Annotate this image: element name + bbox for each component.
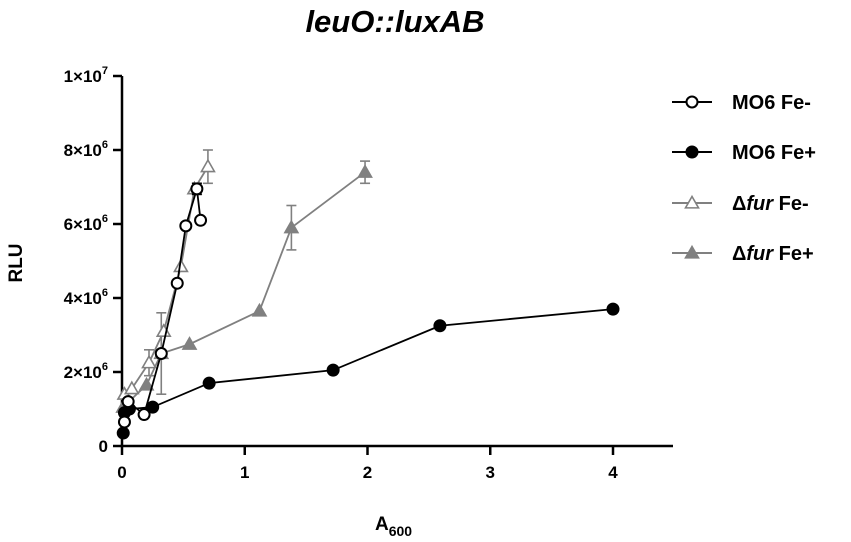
y-tick-exponent: 6 <box>102 213 108 225</box>
legend-item: Δfur Fe- <box>672 193 809 215</box>
legend-label-part: MO6 Fe- <box>732 92 811 114</box>
legend-label-part: Δ <box>732 193 746 215</box>
legend-label-part: Fe+ <box>773 243 814 265</box>
x-axis-label-base: A <box>375 514 389 535</box>
data-point <box>433 319 447 333</box>
data-point <box>138 376 155 391</box>
data-point <box>326 363 340 377</box>
series-0 <box>117 182 208 429</box>
y-tick-exponent: 6 <box>102 287 108 299</box>
y-tick-base: 2×10 <box>64 363 102 382</box>
x-tick-label: 0 <box>117 463 126 482</box>
data-point <box>194 213 208 227</box>
y-tick-base: 1×10 <box>64 67 102 86</box>
legend-label-part: fur <box>746 193 774 215</box>
legend-label-part: Fe- <box>773 193 809 215</box>
y-tick-label: 2×106 <box>64 361 108 382</box>
series-1 <box>116 302 620 440</box>
y-tick-exponent: 6 <box>102 139 108 151</box>
x-tick-label: 2 <box>363 463 372 482</box>
data-point <box>357 164 373 178</box>
y-tick-exponent: 7 <box>102 65 108 77</box>
x-tick-label: 4 <box>608 463 618 482</box>
data-point <box>154 347 168 360</box>
legend-label: Δfur Fe+ <box>732 243 814 265</box>
data-point <box>200 158 216 173</box>
series-line <box>123 166 209 395</box>
legend-item: MO6 Fe- <box>672 92 811 114</box>
data-point <box>141 354 157 369</box>
legend-label: MO6 Fe+ <box>732 142 816 164</box>
legend: MO6 Fe-MO6 Fe+Δfur Fe-Δfur Fe+ <box>672 92 816 265</box>
x-axis-label: A600 <box>375 514 412 539</box>
series-line <box>122 308 614 434</box>
legend-label: MO6 Fe- <box>732 92 811 114</box>
legend-label-part: fur <box>746 243 774 265</box>
legend-label: Δfur Fe- <box>732 193 809 215</box>
data-point <box>606 302 620 316</box>
y-axis-label: RLU <box>6 243 27 282</box>
series-layer <box>115 149 620 440</box>
x-tick-label: 1 <box>240 463 249 482</box>
legend-item: Δfur Fe+ <box>672 243 814 265</box>
data-point <box>684 244 700 259</box>
x-ticks: 0 1 2 3 4 <box>117 446 618 482</box>
data-point <box>117 415 131 429</box>
data-point <box>685 95 699 109</box>
data-point <box>190 182 204 196</box>
data-point <box>202 376 216 390</box>
data-point <box>684 194 700 209</box>
y-tick-label: 0 <box>99 437 108 456</box>
y-tick-base: 8×10 <box>64 141 102 160</box>
legend-label-part: MO6 Fe+ <box>732 142 816 164</box>
data-point <box>173 258 189 273</box>
y-tick-base: 6×10 <box>64 215 102 234</box>
data-point <box>146 400 160 414</box>
x-tick-label: 3 <box>486 463 495 482</box>
legend-item: MO6 Fe+ <box>672 142 816 164</box>
data-point <box>170 276 184 290</box>
chart-title: leuO::luxAB <box>305 4 484 39</box>
data-point <box>181 336 198 350</box>
data-point <box>251 302 268 317</box>
data-point <box>137 408 151 422</box>
data-point <box>179 219 193 233</box>
data-point <box>123 380 140 395</box>
y-tick-exponent: 6 <box>102 361 108 373</box>
y-tick-label: 8×106 <box>64 139 108 160</box>
axes <box>120 76 673 448</box>
legend-label-part: Δ <box>732 243 746 265</box>
x-axis-label-subscript: 600 <box>389 523 413 539</box>
data-point <box>283 219 300 234</box>
y-tick-label: 4×106 <box>64 287 108 308</box>
data-point <box>685 145 699 159</box>
data-point <box>116 426 130 440</box>
y-tick-label: 1×107 <box>64 65 108 86</box>
y-tick-label: 6×106 <box>64 213 108 234</box>
data-point <box>121 395 135 409</box>
y-tick-base: 4×10 <box>64 289 102 308</box>
